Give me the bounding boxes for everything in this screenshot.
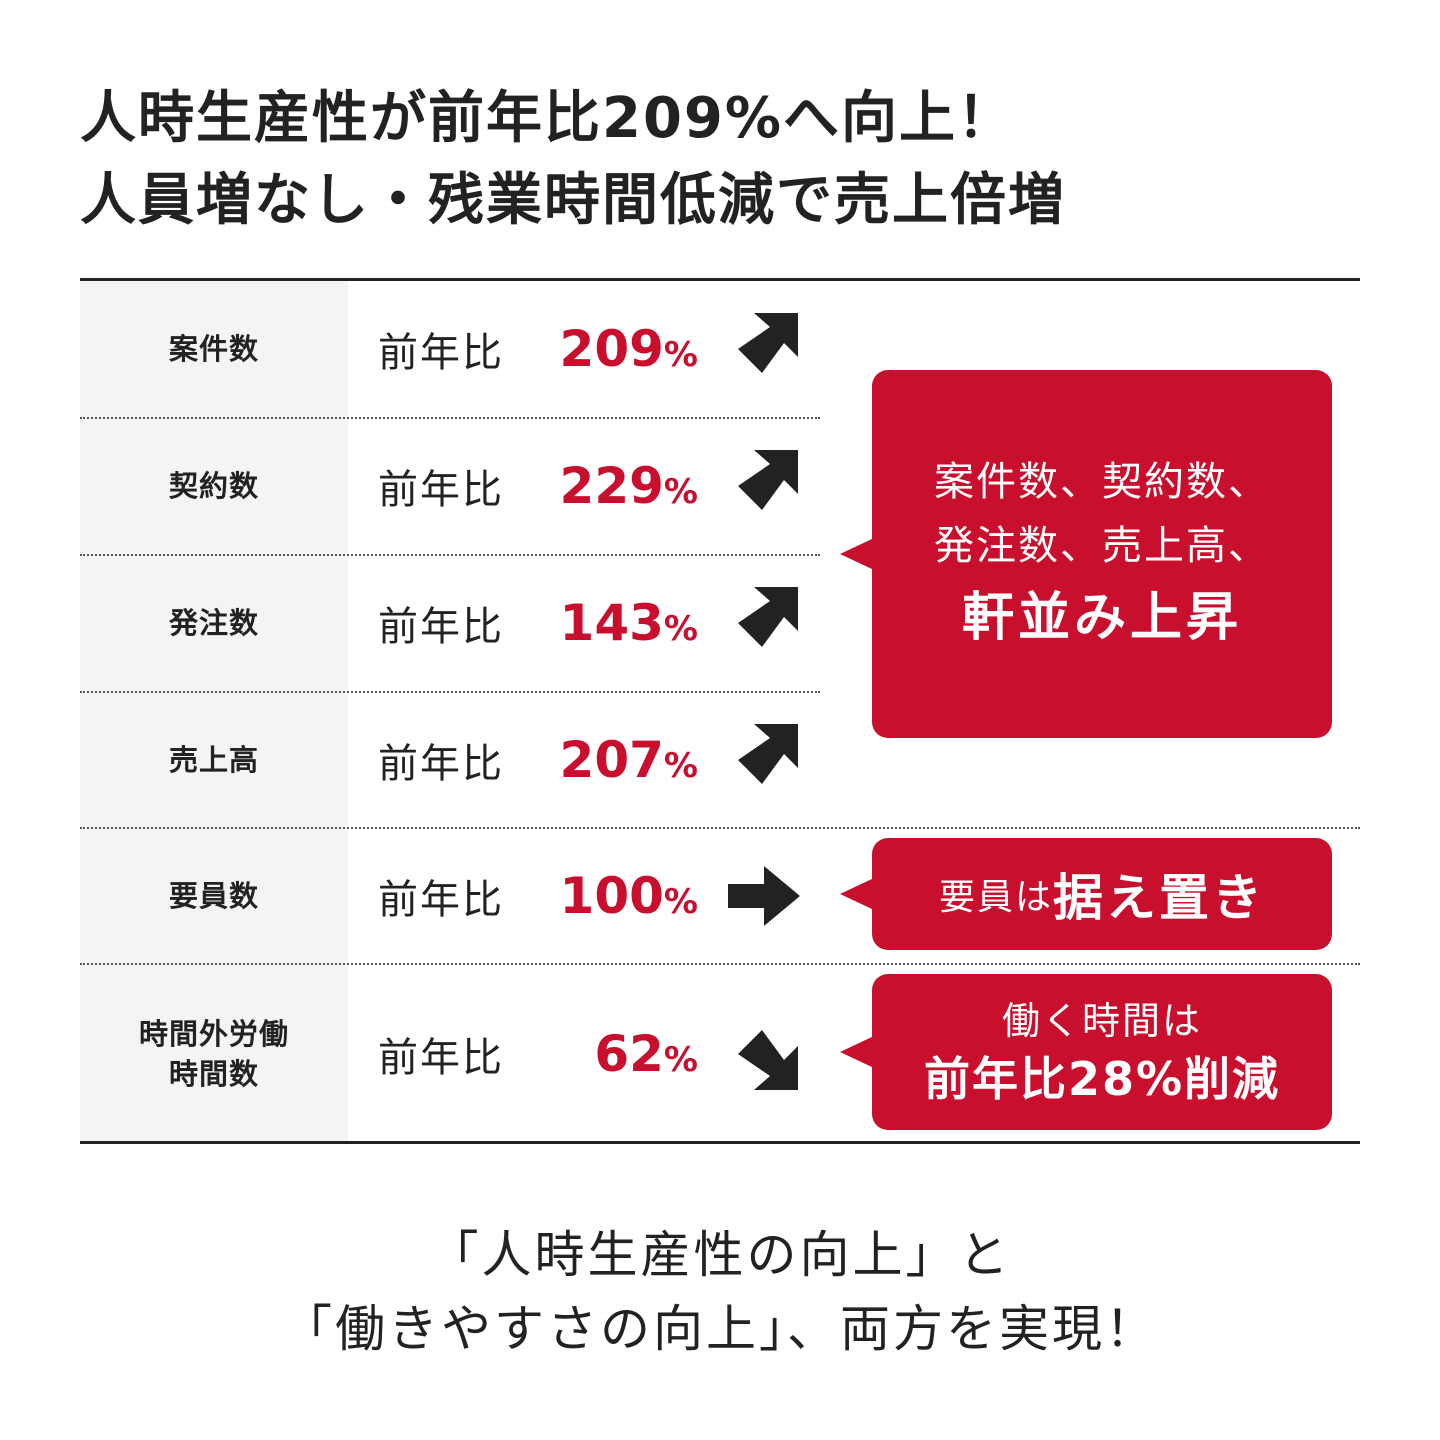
ratio-value: 209% <box>559 320 698 378</box>
ratio-prefix: 前年比 <box>378 604 504 650</box>
ratio-value: 62% <box>594 1025 698 1083</box>
growth-callout-line-3: 軒並み上昇 <box>961 588 1242 648</box>
arrow-up-right-icon <box>738 587 798 647</box>
row-label: 要員数 <box>168 879 259 913</box>
headline-line-1: 人時生産性が前年比209%へ向上！ <box>80 86 1016 151</box>
comparison-table: 案件数 前年比 209% 契約数 前年比 229% 発注数 前年比 143% <box>80 278 1360 1144</box>
ratio-value: 229% <box>559 457 698 515</box>
arrow-up-right-icon <box>738 724 798 784</box>
table-row: 時間外労働 時間数 前年比 62% <box>80 964 820 1144</box>
ratio-prefix: 前年比 <box>378 330 504 376</box>
growth-callout-line-1: 案件数、契約数、 <box>934 459 1270 505</box>
row-label: 契約数 <box>168 469 259 503</box>
ratio-prefix: 前年比 <box>378 741 504 787</box>
ratio-value: 207% <box>559 731 698 789</box>
ratio-cell: 前年比 209% <box>378 281 708 417</box>
growth-callout: 案件数、契約数、 発注数、売上高、 軒並み上昇 <box>840 370 1332 738</box>
table-row: 契約数 前年比 229% <box>80 418 820 554</box>
row-divider <box>80 963 1360 965</box>
ratio-cell: 前年比 207% <box>378 692 708 828</box>
ratio-cell: 前年比 100% <box>378 828 708 964</box>
ratio-cell: 前年比 143% <box>378 555 708 691</box>
arrow-up-right-icon <box>738 450 798 510</box>
ratio-value: 100% <box>559 867 698 925</box>
arrow-right-icon <box>728 866 800 926</box>
row-label: 案件数 <box>168 332 259 366</box>
row-label-line-1: 時間外労働 <box>138 1017 289 1051</box>
label-column <box>80 281 348 1141</box>
ratio-cell: 前年比 229% <box>378 418 708 554</box>
hours-callout-line-1: 働く時間は <box>1001 999 1202 1043</box>
ratio-cell: 前年比 62% <box>378 964 708 1144</box>
staff-callout-bold: 据え置き <box>1053 869 1265 927</box>
row-label: 発注数 <box>168 606 259 640</box>
table-row: 発注数 前年比 143% <box>80 555 820 691</box>
ratio-prefix: 前年比 <box>378 467 504 513</box>
table-row: 売上高 前年比 207% <box>80 692 820 828</box>
row-divider <box>80 417 820 419</box>
row-label: 売上高 <box>168 743 259 777</box>
staff-callout: 要員は 据え置き <box>840 838 1332 950</box>
footer-message: 「人時生産性の向上」と 「働きやすさの向上」、両方を実現！ <box>0 1218 1440 1366</box>
row-divider <box>80 827 1360 829</box>
headline: 人時生産性が前年比209%へ向上！ 人員増なし・残業時間低減で売上倍増 <box>80 78 1380 242</box>
growth-callout-line-2: 発注数、売上高、 <box>934 523 1270 569</box>
footer-line-2: 「働きやすさの向上」、両方を実現！ <box>282 1300 1158 1358</box>
footer-line-1: 「人時生産性の向上」と <box>428 1226 1012 1284</box>
ratio-prefix: 前年比 <box>378 877 504 923</box>
staff-callout-small: 要員は <box>938 877 1053 918</box>
row-label-line-2: 時間数 <box>168 1057 259 1091</box>
hours-callout: 働く時間は 前年比28%削減 <box>840 974 1332 1130</box>
ratio-prefix: 前年比 <box>378 1035 504 1081</box>
table-row: 要員数 前年比 100% <box>80 828 820 964</box>
headline-line-2: 人員増なし・残業時間低減で売上倍増 <box>80 168 1066 233</box>
ratio-value: 143% <box>559 594 698 652</box>
arrow-down-right-icon <box>738 1030 798 1090</box>
row-divider <box>80 691 820 693</box>
row-divider <box>80 554 820 556</box>
row-label: 時間外労働 時間数 <box>80 964 348 1144</box>
arrow-up-right-icon <box>738 313 798 373</box>
hours-callout-line-2: 前年比28%削減 <box>923 1052 1281 1106</box>
table-row: 案件数 前年比 209% <box>80 281 820 417</box>
